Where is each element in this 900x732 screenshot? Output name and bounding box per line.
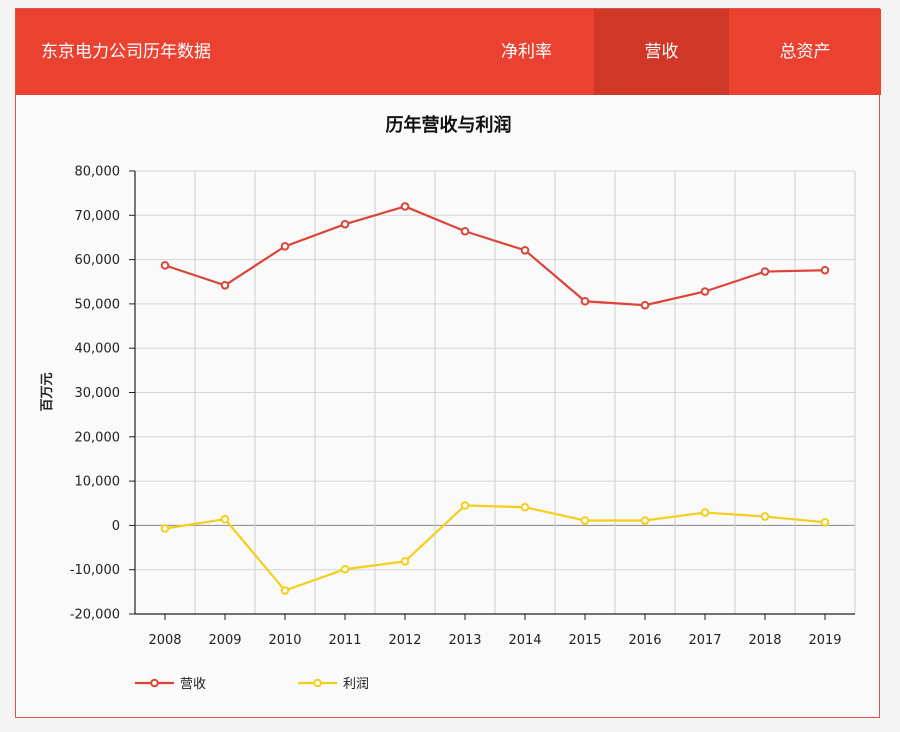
data-point bbox=[520, 245, 530, 255]
y-tick-label: 60,000 bbox=[75, 253, 121, 268]
data-point bbox=[460, 226, 470, 236]
data-point bbox=[280, 242, 290, 251]
series-revenue bbox=[160, 202, 830, 310]
x-tick-label: 2015 bbox=[568, 633, 601, 648]
y-tick-label: 0 bbox=[112, 519, 120, 534]
legend-item-profit[interactable]: 利润 bbox=[298, 677, 369, 692]
x-tick-label: 2010 bbox=[268, 633, 301, 648]
data-point bbox=[820, 265, 830, 275]
data-point bbox=[580, 296, 590, 306]
legend-marker-icon bbox=[313, 678, 322, 688]
y-axis-label: 百万元 bbox=[40, 372, 55, 411]
y-tick-label: 40,000 bbox=[75, 342, 121, 357]
x-tick-label: 2009 bbox=[208, 633, 241, 648]
x-tick-label: 2014 bbox=[508, 633, 541, 648]
x-tick-label: 2012 bbox=[388, 633, 421, 648]
data-point bbox=[160, 524, 170, 533]
series-line bbox=[164, 504, 826, 592]
y-tick-label: 30,000 bbox=[75, 386, 121, 401]
data-point bbox=[400, 556, 410, 566]
tab-bar: 净利率 营收 总资产 bbox=[459, 9, 881, 95]
chart-title: 历年营收与利润 bbox=[385, 115, 512, 136]
y-tick-label: -20,000 bbox=[70, 608, 120, 623]
x-tick-label: 2019 bbox=[808, 633, 841, 648]
x-tick-label: 2017 bbox=[688, 633, 721, 648]
data-point bbox=[220, 280, 230, 290]
top-navbar: 东京电力公司历年数据 净利率 营收 总资产 bbox=[16, 9, 881, 95]
data-point bbox=[580, 516, 590, 525]
data-point bbox=[160, 261, 170, 270]
x-tick-label: 2013 bbox=[448, 633, 481, 648]
grid-lines bbox=[129, 170, 856, 615]
data-point bbox=[760, 512, 770, 521]
data-point bbox=[640, 516, 650, 525]
data-point bbox=[700, 287, 710, 296]
data-point bbox=[220, 514, 230, 524]
legend-label: 利润 bbox=[343, 677, 369, 692]
y-tick-label: 70,000 bbox=[75, 209, 121, 224]
y-tick-label: 20,000 bbox=[75, 430, 121, 445]
data-point bbox=[460, 501, 470, 510]
chart-card: 东京电力公司历年数据 净利率 营收 总资产 历年营收与利润 bbox=[15, 8, 881, 718]
x-tick-label: 2011 bbox=[328, 633, 361, 648]
series-line bbox=[164, 205, 826, 307]
data-point bbox=[760, 267, 770, 276]
y-tick-label: 10,000 bbox=[75, 475, 121, 490]
data-point bbox=[700, 508, 710, 517]
data-point bbox=[520, 502, 530, 512]
legend-label: 营收 bbox=[180, 677, 206, 692]
data-point bbox=[280, 586, 290, 595]
y-tick-label: 80,000 bbox=[75, 165, 121, 180]
legend-marker-icon bbox=[150, 678, 159, 688]
tab-net-margin[interactable]: 净利率 bbox=[501, 42, 552, 62]
tab-total-assets[interactable]: 总资产 bbox=[779, 42, 831, 62]
data-point bbox=[400, 202, 410, 211]
data-point bbox=[820, 517, 830, 527]
legend-item-revenue[interactable]: 营收 bbox=[135, 677, 206, 692]
x-tick-label: 2008 bbox=[148, 633, 181, 648]
data-point bbox=[340, 564, 350, 574]
y-tick-label: 50,000 bbox=[75, 297, 121, 312]
series-profit bbox=[160, 501, 830, 595]
x-tick-label: 2018 bbox=[748, 633, 781, 648]
y-tick-label: -10,000 bbox=[70, 563, 120, 578]
data-point bbox=[340, 219, 350, 229]
data-point bbox=[640, 300, 650, 310]
app-title: 东京电力公司历年数据 bbox=[41, 42, 211, 62]
x-tick-label: 2016 bbox=[628, 633, 661, 648]
tab-revenue[interactable]: 营收 bbox=[594, 9, 729, 95]
